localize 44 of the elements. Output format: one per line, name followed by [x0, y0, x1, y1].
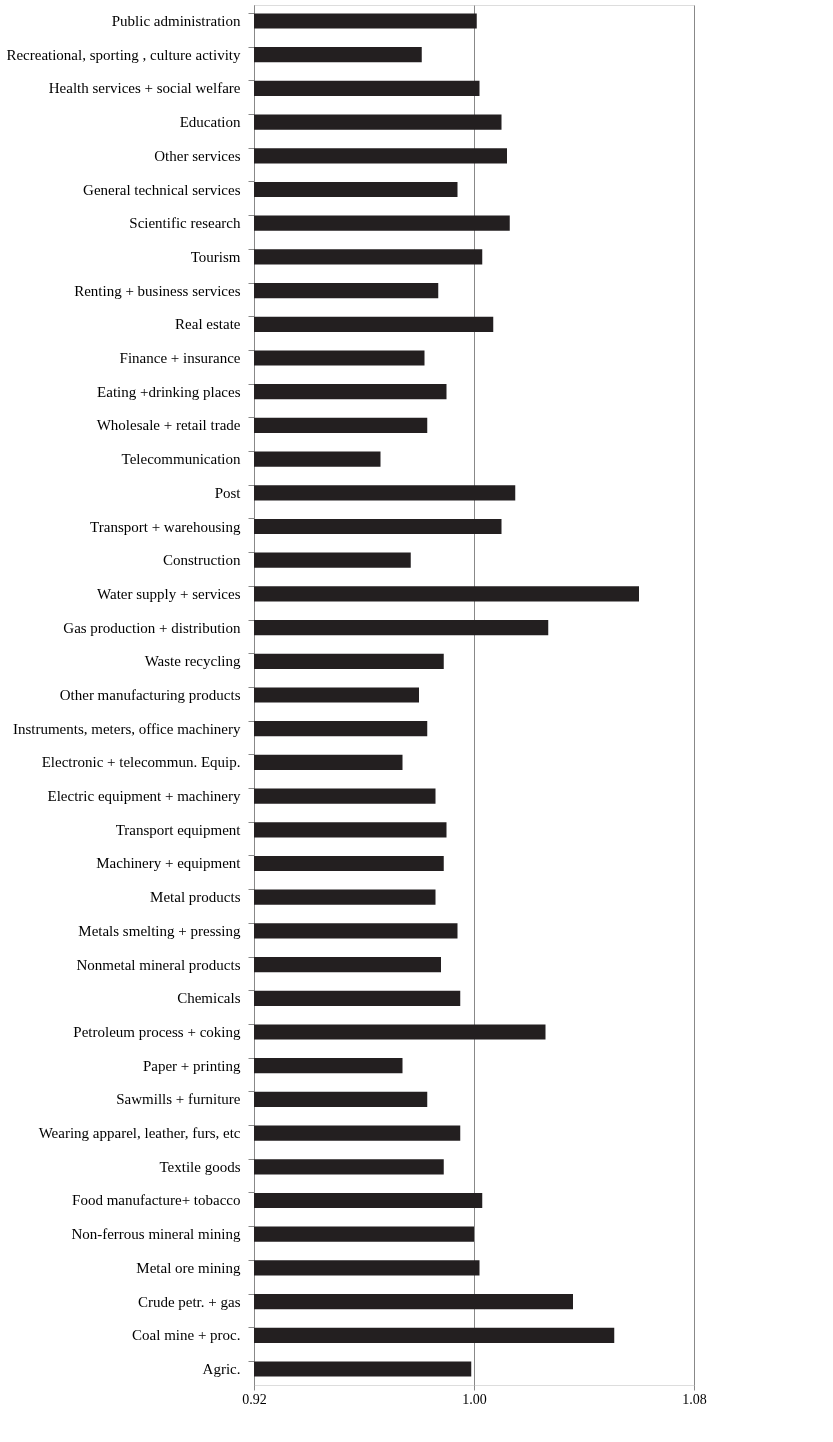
y-tick-label: Eating +drinking places — [97, 383, 241, 400]
y-tick-label: Transport + warehousing — [90, 518, 241, 535]
y-tick-label: Gas production + distribution — [63, 619, 241, 636]
x-tick-label: 1.08 — [682, 1391, 707, 1407]
y-tick-label: Paper + printing — [142, 1057, 241, 1074]
y-tick-label: Machinery + equipment — [96, 855, 242, 872]
y-tick-label: Nonmetal mineral products — [76, 956, 241, 973]
y-tick-label: Telecommunication — [121, 451, 241, 468]
y-tick-label: Other manufacturing products — [59, 687, 241, 703]
y-tick-label: Electronic + telecommun. Equip. — [41, 754, 241, 771]
y-tick-label: General technical services — [83, 181, 241, 198]
y-tick-label: Metal ore mining — [136, 1259, 241, 1276]
y-tick-label: Metal products — [150, 889, 241, 906]
x-tick-label: 1.00 — [462, 1391, 487, 1407]
y-tick-label: Textile goods — [159, 1158, 241, 1175]
y-tick-label: Instruments, meters, office machinery — [12, 720, 241, 737]
y-tick-label: Non-ferrous mineral mining — [71, 1226, 241, 1243]
y-tick-label: Crude petr. + gas — [137, 1293, 241, 1310]
y-tick-label: Waste recycling — [144, 653, 241, 670]
y-tick-label: Recreational, sporting , culture activity — [6, 46, 241, 63]
y-tick-label: Electric equipment + machinery — [47, 788, 241, 805]
y-tick-label: Metals smelting + pressing — [78, 922, 241, 939]
y-tick-label: Health services + social welfare — [48, 80, 241, 97]
y-tick-label: Renting + business services — [74, 282, 241, 299]
y-tick-label: Food manufacture+ tobacco — [72, 1192, 241, 1209]
y-tick-label: Wearing apparel, leather, furs, etc — [38, 1125, 241, 1142]
y-tick-label: Coal mine + proc. — [132, 1327, 241, 1344]
y-tick-label: Tourism — [190, 248, 241, 265]
x-tick-label: 0.92 — [242, 1391, 267, 1407]
y-tick-label: Chemicals — [177, 990, 241, 1007]
y-tick-label: Petroleum process + coking — [73, 1024, 241, 1040]
y-tick-label: Scientific research — [129, 215, 241, 232]
y-tick-label: Transport equipment — [115, 821, 242, 838]
y-tick-label: Construction — [163, 552, 241, 569]
y-tick-label: Water supply + services — [97, 585, 241, 602]
y-tick-label: Other services — [154, 147, 241, 164]
y-tick-label: Education — [179, 114, 241, 131]
y-tick-label: Post — [214, 484, 242, 501]
y-tick-label: Public administration — [111, 13, 241, 30]
y-tick-label: Agric. — [202, 1360, 241, 1377]
y-tick-label: Wholesale + retail trade — [96, 417, 241, 434]
y-tick-label: Finance + insurance — [119, 350, 241, 366]
y-tick-label: Real estate — [175, 316, 241, 333]
y-tick-label: Sawmills + furniture — [116, 1091, 241, 1108]
